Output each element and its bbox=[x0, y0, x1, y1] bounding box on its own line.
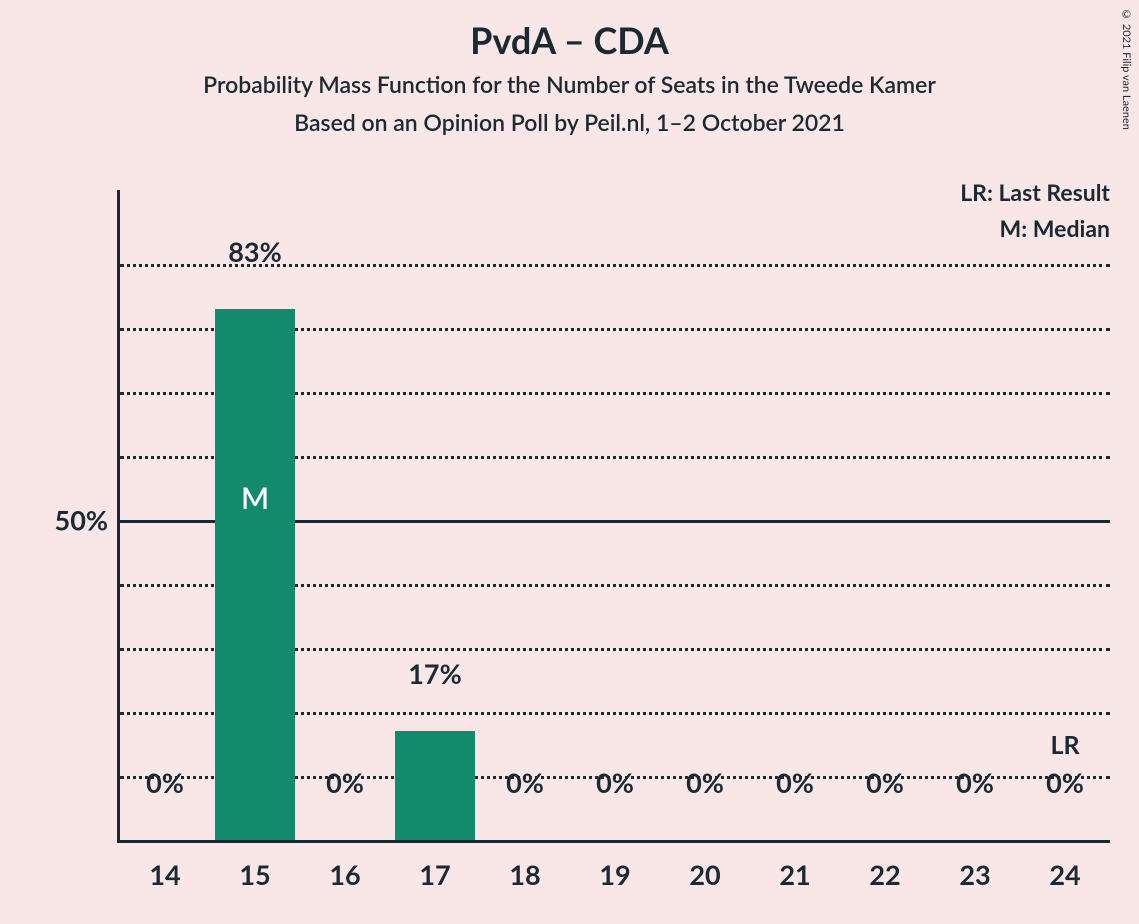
legend-line: M: Median bbox=[1000, 214, 1110, 242]
copyright: © 2021 Filip van Laenen bbox=[1120, 8, 1133, 130]
x-axis-category: 18 bbox=[480, 840, 570, 891]
last-result-marker: LR bbox=[1020, 730, 1110, 760]
x-axis-category: 14 bbox=[120, 840, 210, 891]
bar-value-label: 0% bbox=[480, 766, 570, 799]
y-axis bbox=[117, 190, 120, 843]
x-axis-category: 22 bbox=[840, 840, 930, 891]
bar-value-label: 0% bbox=[660, 766, 750, 799]
x-axis-category: 17 bbox=[390, 840, 480, 891]
chart-subtitle-2: Based on an Opinion Poll by Peil.nl, 1–2… bbox=[0, 108, 1139, 136]
bar-value-label: 0% bbox=[930, 766, 1020, 799]
x-axis-category: 24 bbox=[1020, 840, 1110, 891]
bar-value-label: 0% bbox=[840, 766, 930, 799]
chart-titles: PvdA – CDA Probability Mass Function for… bbox=[0, 0, 1139, 136]
x-axis-category: 16 bbox=[300, 840, 390, 891]
x-axis-category: 21 bbox=[750, 840, 840, 891]
x-axis-category: 20 bbox=[660, 840, 750, 891]
bar-value-label: 0% bbox=[570, 766, 660, 799]
x-axis-category: 19 bbox=[570, 840, 660, 891]
chart-title: PvdA – CDA bbox=[0, 18, 1139, 62]
bar-value-label: 0% bbox=[300, 766, 390, 799]
x-axis-category: 15 bbox=[210, 840, 300, 891]
y-axis-label: 50% bbox=[55, 504, 120, 537]
chart-subtitle: Probability Mass Function for the Number… bbox=[0, 70, 1139, 98]
x-axis bbox=[117, 840, 1110, 843]
bar-value-label: 83% bbox=[210, 235, 300, 268]
legend-line: LR: Last Result bbox=[960, 178, 1110, 206]
plot-area: 50%0%1483%150%1617%170%180%190%200%210%2… bbox=[120, 200, 1110, 840]
bar bbox=[395, 731, 474, 840]
bar-value-label: 0% bbox=[750, 766, 840, 799]
bar-value-label: 17% bbox=[390, 657, 480, 690]
bar bbox=[215, 309, 294, 840]
median-marker: M bbox=[210, 480, 300, 516]
x-axis-category: 23 bbox=[930, 840, 1020, 891]
bar-value-label: 0% bbox=[120, 766, 210, 799]
bar-value-label: 0% bbox=[1020, 766, 1110, 799]
